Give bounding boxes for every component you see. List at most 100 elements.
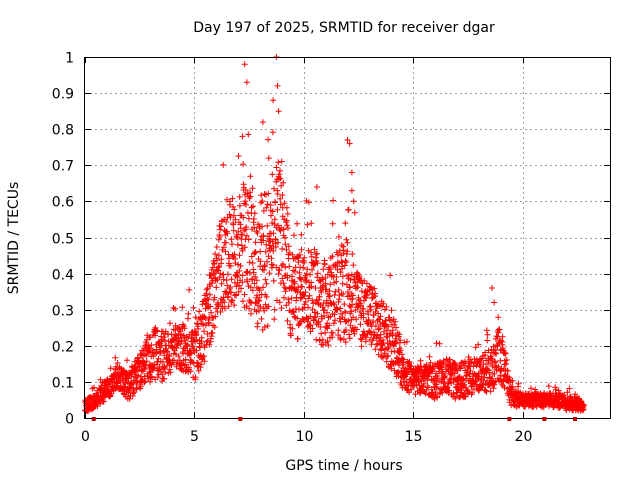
data-point — [329, 329, 336, 336]
data-point — [309, 325, 316, 332]
data-point — [350, 198, 357, 205]
data-point — [206, 341, 213, 348]
data-gap-marker — [573, 417, 577, 421]
data-point — [427, 359, 434, 366]
data-point — [444, 384, 451, 391]
data-point — [224, 196, 230, 203]
data-point — [215, 252, 222, 259]
data-point — [323, 324, 329, 331]
y-tick-label: 0.1 — [52, 376, 74, 392]
data-point — [260, 284, 267, 291]
data-point — [373, 341, 380, 348]
y-tick-label: 0.5 — [52, 232, 74, 248]
data-point — [133, 386, 140, 393]
data-point — [317, 324, 324, 330]
data-point — [336, 247, 343, 254]
data-point — [358, 336, 365, 343]
data-point — [224, 230, 231, 237]
data-point — [245, 131, 252, 138]
data-point — [545, 383, 552, 390]
data-point — [532, 398, 539, 405]
data-point — [130, 387, 137, 394]
data-point — [357, 335, 364, 342]
data-point — [346, 283, 353, 290]
data-point — [491, 381, 498, 388]
data-point — [322, 280, 329, 287]
data-point — [387, 272, 394, 279]
data-point — [294, 220, 301, 227]
data-point — [218, 280, 225, 287]
data-point — [126, 395, 133, 402]
data-point — [486, 367, 493, 374]
data-point — [207, 303, 214, 310]
data-point — [351, 209, 358, 216]
data-point — [198, 320, 205, 327]
data-point — [202, 315, 209, 322]
y-tick-label: 0.6 — [52, 195, 74, 211]
data-point — [321, 312, 328, 319]
data-point — [301, 254, 308, 261]
data-point — [275, 108, 282, 115]
data-point — [251, 224, 258, 231]
data-point — [367, 306, 374, 313]
data-point — [392, 318, 399, 325]
data-point — [192, 374, 199, 381]
data-point — [223, 218, 230, 225]
data-point — [272, 244, 279, 250]
data-point — [342, 309, 349, 316]
data-point — [161, 375, 168, 382]
data-point — [187, 368, 194, 375]
data-point — [206, 314, 213, 321]
data-point — [132, 371, 139, 378]
data-point — [323, 286, 330, 293]
data-point — [417, 389, 424, 396]
data-point — [257, 303, 264, 310]
data-point — [231, 302, 238, 309]
data-point — [344, 137, 351, 143]
data-point — [361, 277, 368, 284]
data-point — [132, 363, 139, 369]
data-point — [205, 296, 212, 303]
data-point — [349, 292, 356, 299]
data-point — [198, 361, 205, 368]
data-point — [348, 187, 355, 194]
data-point — [201, 358, 208, 365]
data-point — [293, 294, 300, 301]
x-axis-label: GPS time / hours — [285, 458, 402, 474]
data-point — [277, 167, 283, 174]
data-point — [258, 315, 265, 322]
data-point — [379, 342, 386, 349]
data-point — [468, 359, 475, 365]
data-point — [235, 288, 242, 295]
data-point — [332, 288, 339, 295]
data-point — [344, 248, 351, 255]
data-point — [484, 337, 491, 344]
data-point — [285, 296, 292, 303]
data-point — [200, 321, 207, 328]
data-point — [201, 328, 207, 335]
data-point — [304, 318, 311, 325]
data-point — [318, 330, 325, 337]
data-point — [239, 231, 246, 238]
data-point — [475, 370, 482, 377]
data-point — [397, 347, 404, 354]
data-point — [353, 326, 360, 333]
data-point — [294, 288, 301, 295]
data-point — [297, 264, 304, 271]
data-point — [337, 269, 344, 276]
data-point — [264, 258, 271, 265]
data-point — [314, 260, 321, 267]
data-point — [503, 360, 509, 367]
data-point — [107, 365, 114, 372]
data-point — [491, 299, 498, 306]
data-point — [328, 269, 335, 276]
data-point — [436, 340, 443, 347]
data-point — [145, 342, 152, 349]
data-point — [408, 363, 415, 370]
data-point — [188, 350, 195, 357]
data-point — [274, 206, 281, 213]
data-point — [207, 272, 214, 279]
data-point — [329, 334, 336, 341]
data-point — [308, 220, 315, 227]
data-point — [276, 176, 282, 183]
